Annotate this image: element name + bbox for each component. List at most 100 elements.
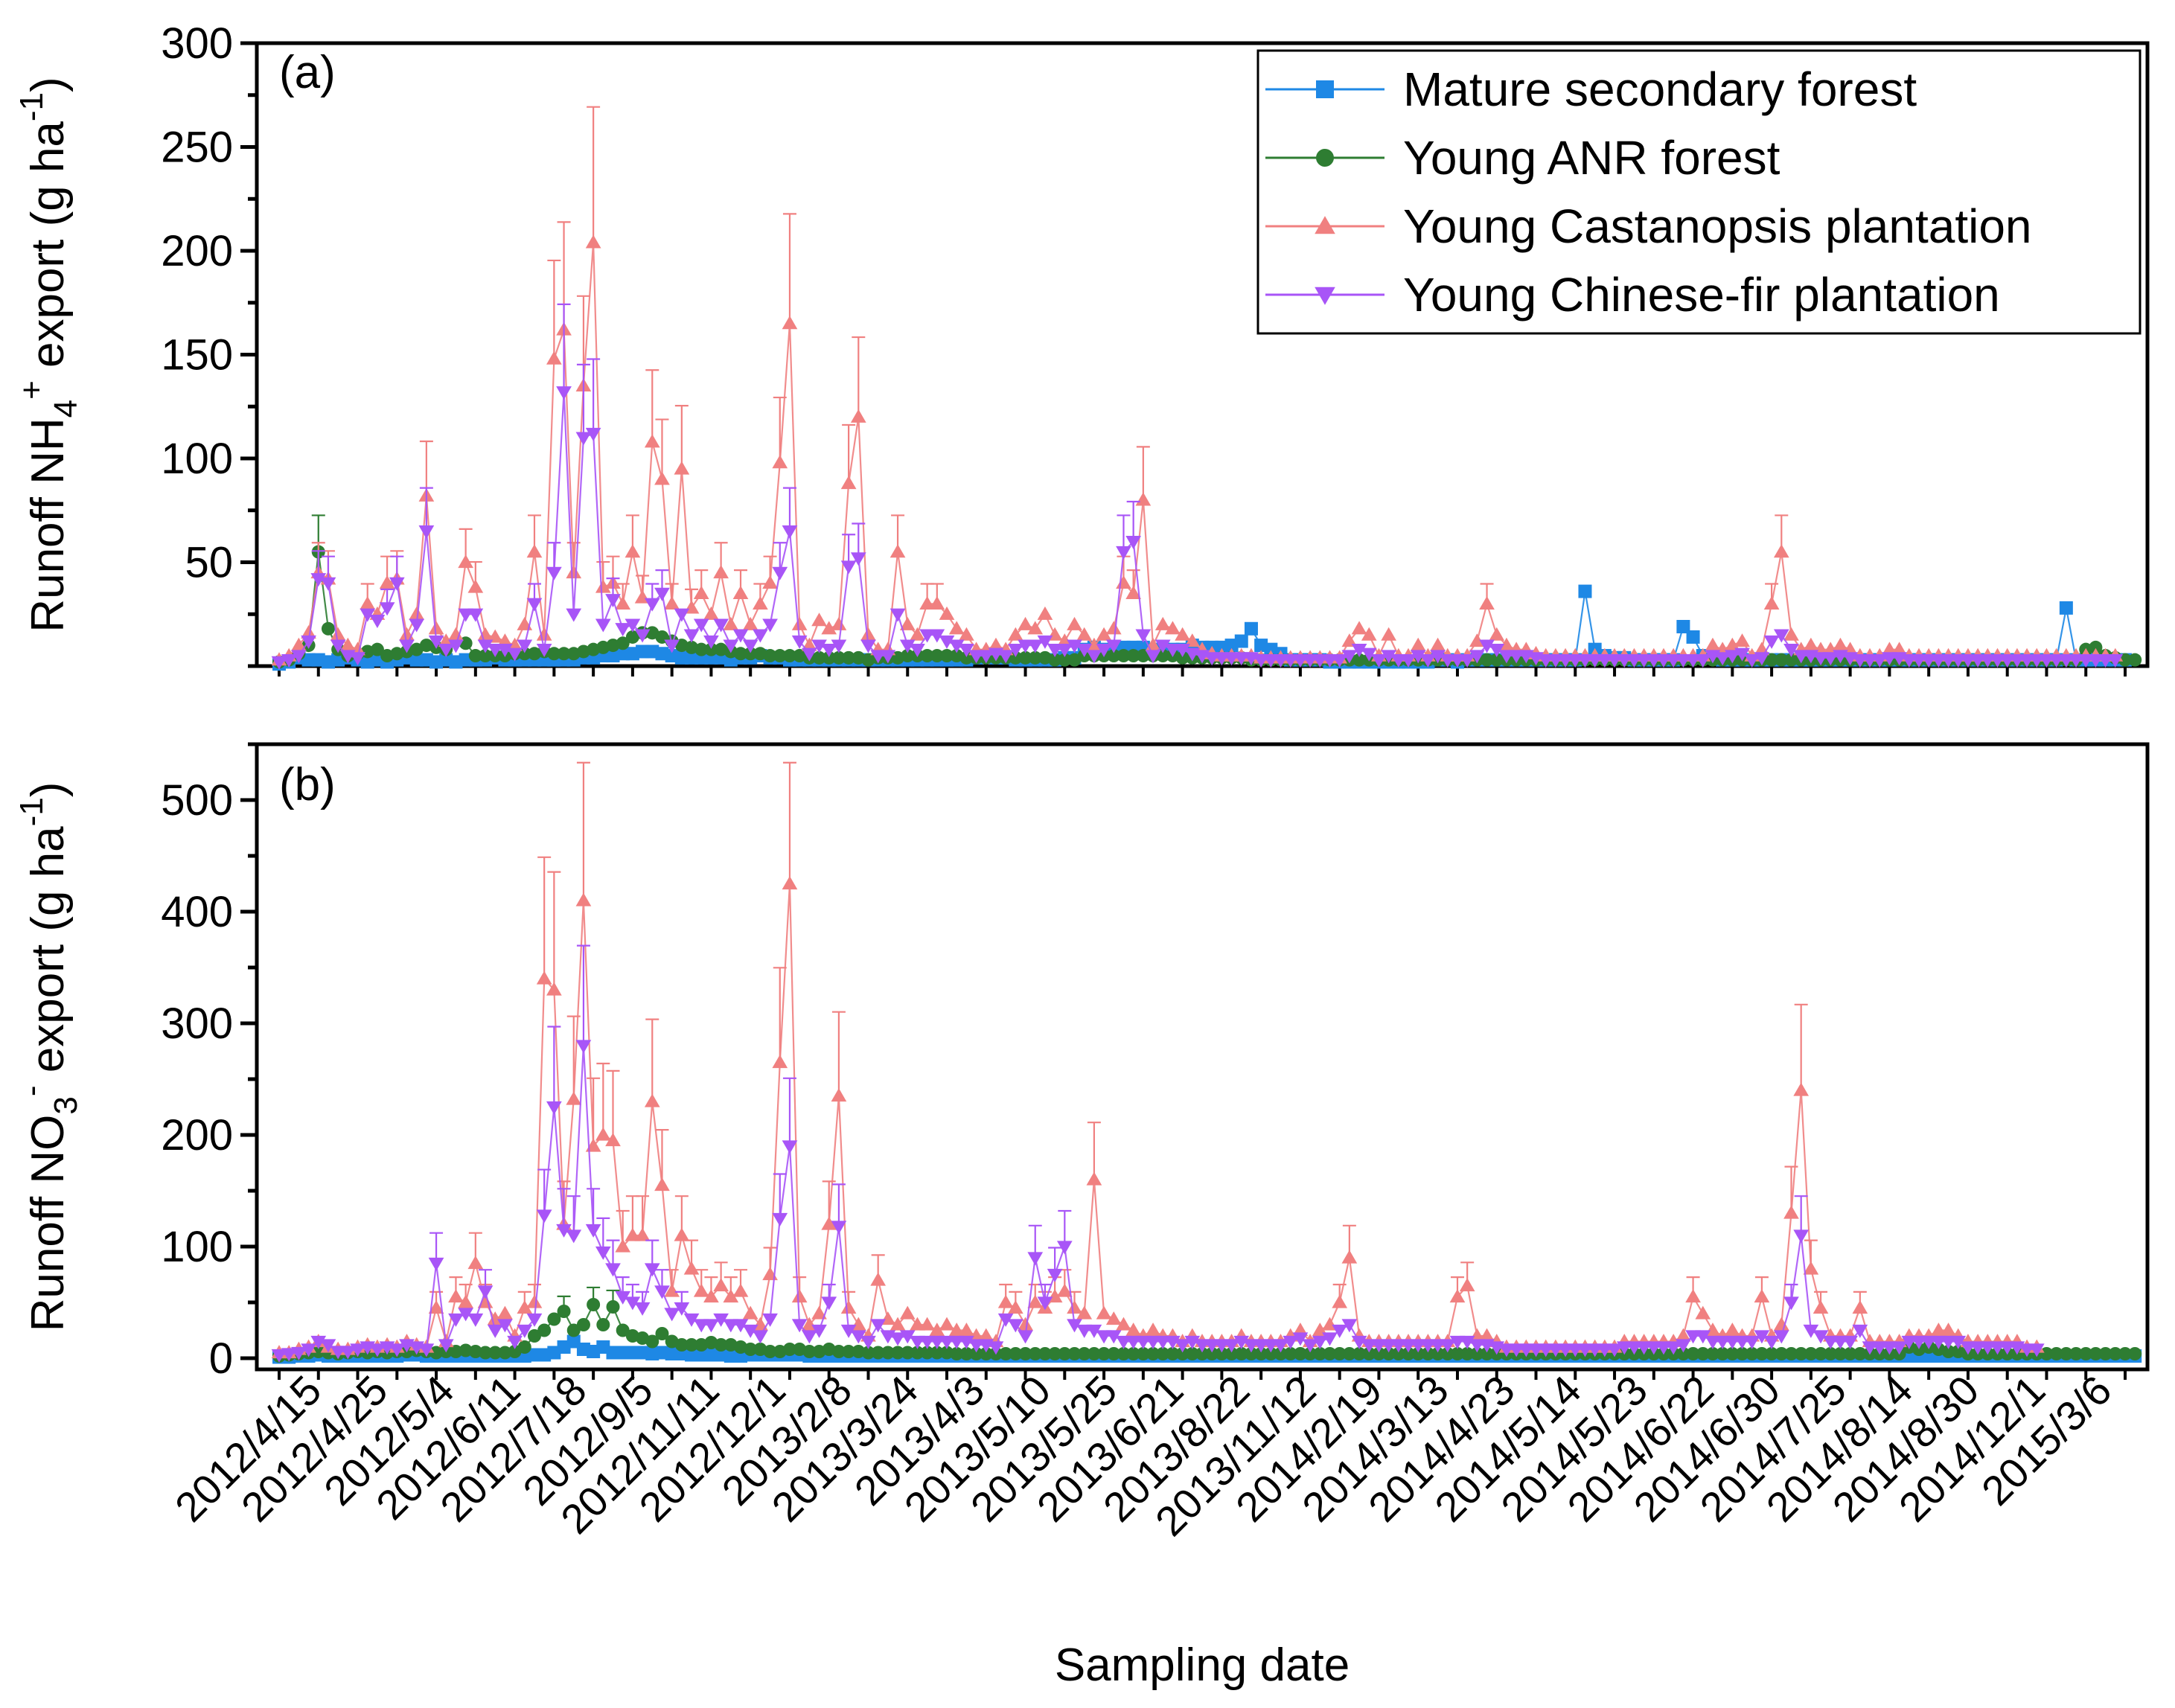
data-point	[458, 1308, 473, 1322]
data-point	[615, 623, 631, 637]
data-point	[713, 1278, 729, 1292]
data-point	[1480, 653, 1494, 667]
data-point	[1185, 1347, 1199, 1360]
data-point	[791, 616, 808, 630]
data-point	[389, 577, 405, 591]
data-point	[1597, 1343, 1613, 1357]
data-point	[606, 1300, 620, 1314]
data-point	[693, 618, 709, 633]
data-point	[1390, 653, 1407, 668]
data-point	[840, 560, 857, 575]
data-point	[1597, 653, 1613, 668]
data-point	[1765, 653, 1779, 667]
data-point	[1076, 1324, 1093, 1338]
data-point	[1754, 1347, 1769, 1360]
data-point	[753, 595, 768, 610]
y-tick-label: 200	[161, 227, 233, 275]
data-point	[901, 649, 915, 663]
data-point	[1116, 546, 1131, 560]
data-point	[1323, 1347, 1337, 1360]
data-point	[860, 627, 876, 641]
data-point	[742, 1305, 758, 1320]
data-point	[782, 1140, 798, 1154]
data-point	[1430, 650, 1446, 664]
data-point	[1244, 1347, 1258, 1360]
data-point	[1195, 1347, 1209, 1360]
data-point	[1812, 1300, 1829, 1314]
data-point	[615, 595, 631, 610]
data-point	[507, 1335, 523, 1349]
data-point	[517, 1340, 531, 1354]
data-point	[1086, 1324, 1102, 1338]
data-point	[2068, 653, 2084, 668]
data-point	[1253, 653, 1269, 668]
data-point	[1381, 1339, 1396, 1353]
data-point	[1705, 1347, 1719, 1360]
data-point	[1803, 1324, 1819, 1338]
data-point	[1116, 1335, 1131, 1349]
y-tick-label: 100	[161, 435, 233, 483]
data-point	[1577, 1343, 1593, 1357]
data-point	[1283, 1335, 1299, 1349]
data-point	[1096, 644, 1112, 658]
data-point	[948, 621, 965, 635]
data-point	[1685, 1289, 1701, 1303]
data-point	[1716, 1347, 1730, 1360]
data-point	[1695, 653, 1711, 668]
data-point	[1695, 1305, 1711, 1320]
data-point	[1852, 1300, 1868, 1314]
data-point	[969, 1347, 983, 1360]
data-point	[1008, 1300, 1023, 1314]
data-point	[281, 653, 297, 668]
data-point	[988, 637, 1004, 651]
data-point	[1361, 1339, 1377, 1353]
data-point	[948, 1322, 965, 1337]
data-point	[1076, 627, 1093, 641]
data-point	[536, 970, 552, 985]
data-point	[654, 1285, 670, 1299]
data-point	[773, 649, 787, 663]
data-point	[1773, 544, 1789, 558]
data-point	[527, 1329, 541, 1343]
data-point	[1105, 639, 1122, 653]
data-point	[2048, 653, 2065, 668]
data-point	[910, 1346, 924, 1360]
data-point	[409, 618, 425, 633]
data-point	[1577, 653, 1593, 668]
data-point	[497, 1305, 513, 1320]
data-point	[959, 627, 974, 641]
data-point	[1371, 1339, 1387, 1353]
data-point	[1882, 642, 1897, 656]
data-point	[713, 1313, 729, 1327]
data-point	[575, 892, 592, 906]
data-point	[713, 565, 729, 579]
data-point	[1136, 1347, 1150, 1360]
data-point	[1871, 653, 1888, 668]
data-point	[449, 1345, 463, 1358]
data-point	[1028, 650, 1042, 665]
data-point	[281, 1348, 297, 1362]
data-point	[732, 629, 749, 643]
data-point	[978, 650, 994, 664]
data-point	[948, 1335, 965, 1349]
data-point	[2089, 640, 2103, 654]
data-point	[1027, 1294, 1044, 1308]
data-point	[1145, 1335, 1161, 1349]
data-point	[477, 639, 494, 653]
data-point	[2077, 653, 2094, 668]
data-point	[1126, 649, 1140, 663]
data-point	[2019, 1343, 2035, 1357]
data-point	[664, 595, 680, 610]
data-point	[860, 639, 876, 653]
data-point	[821, 644, 837, 658]
data-point	[585, 234, 601, 249]
data-point	[1361, 647, 1377, 662]
data-point	[1469, 650, 1485, 664]
data-point	[1803, 637, 1819, 651]
data-point	[1686, 1347, 1700, 1360]
data-point	[664, 1308, 680, 1322]
data-point	[1048, 653, 1062, 667]
data-point	[1479, 639, 1495, 653]
data-point	[1695, 1330, 1711, 1344]
data-point	[1833, 1347, 1847, 1360]
